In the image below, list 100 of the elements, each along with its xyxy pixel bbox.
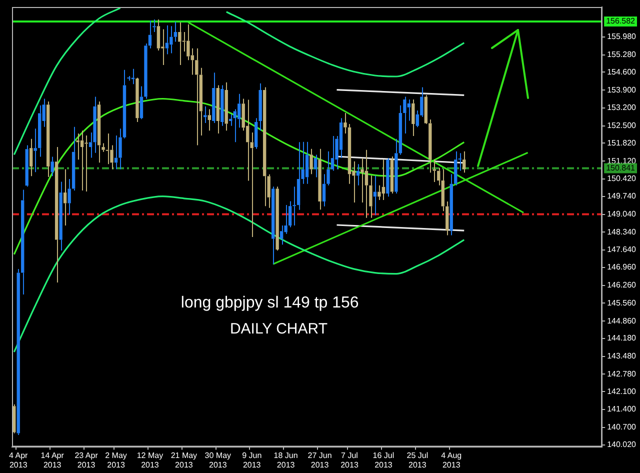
candlestick [136, 77, 139, 122]
y-tick-label: 149.740 [607, 192, 637, 201]
candlestick [271, 186, 275, 265]
candlestick [344, 112, 347, 134]
x-tick-label: 14 Apr 2013 [40, 450, 64, 470]
candlestick [165, 24, 169, 55]
candlestick [72, 126, 76, 191]
y-tick-label: 146.260 [607, 280, 637, 290]
x-tick-label: 21 May 2013 [170, 450, 198, 470]
candlestick [84, 135, 88, 192]
candlestick [220, 84, 224, 126]
annotation: long gbpjpy sl 149 tp 156 [180, 294, 359, 312]
candlestick [296, 142, 300, 210]
candlestick [462, 150, 466, 174]
y-tick-label: 142.100 [607, 386, 637, 396]
candlestick [38, 104, 42, 158]
x-tick-label: 18 Jun 2013 [274, 450, 298, 470]
y-tick-label: 151.820 [607, 138, 637, 148]
y-tick-label: 148.340 [607, 227, 637, 236]
candlestick [204, 106, 207, 124]
line-series [13, 196, 465, 353]
x-tick-label: 4 Aug 2013 [441, 450, 462, 470]
x-tick-label: 12 May 2013 [136, 450, 164, 470]
candlestick [412, 99, 415, 137]
candlestick [16, 268, 20, 436]
y-tick-label: 144.860 [607, 316, 637, 326]
candlestick [276, 186, 279, 252]
y-tick-label: 144.180 [607, 334, 637, 343]
candlestick [178, 22, 182, 66]
candlestick [59, 181, 62, 252]
y-tick-label: 153.200 [607, 103, 637, 112]
candlestick [360, 158, 364, 203]
candlestick [450, 174, 453, 236]
candlestick [386, 158, 390, 198]
x-tick-label: 16 Jul 2013 [372, 450, 394, 470]
candlestick [348, 124, 352, 184]
candlestick [21, 189, 24, 295]
candlestick [50, 156, 54, 177]
x-tick-label: 2 May 2013 [105, 450, 127, 470]
candlestick [454, 150, 458, 186]
ref-line-label: 156.582 [606, 16, 636, 26]
candlestick [46, 101, 50, 178]
line-series [13, 7, 122, 156]
candlestick [170, 26, 173, 54]
candlestick [118, 128, 122, 170]
x-tick-label: 30 May 2013 [204, 450, 232, 470]
candlestick [34, 128, 37, 173]
candlestick [378, 184, 381, 200]
candlestick [195, 48, 198, 146]
x-tick-label: 4 Apr 2013 [9, 450, 28, 470]
candlestick [318, 148, 322, 210]
candlestick [390, 156, 394, 194]
candlestick [254, 118, 258, 150]
candlestick [398, 104, 402, 156]
y-tick-label: 155.280 [607, 50, 637, 59]
candlestick [63, 168, 67, 226]
candlestick [322, 174, 326, 207]
y-tick-label: 147.640 [607, 245, 637, 254]
candlestick [216, 84, 220, 134]
candlestick [174, 21, 178, 42]
candlestick [212, 72, 216, 124]
y-tick-label: 153.900 [607, 85, 637, 94]
candlestick [369, 175, 372, 218]
candlestick [186, 24, 190, 61]
candlestick [407, 99, 411, 122]
candlestick [305, 141, 309, 184]
line-series [13, 98, 465, 256]
candlestick [30, 138, 33, 177]
ref-line-label: 150.841 [606, 163, 636, 172]
y-tick-label: 142.780 [607, 369, 637, 378]
x-tick-label: 7 Jul 2013 [340, 450, 359, 470]
candlestick [106, 132, 110, 165]
candlestick [314, 154, 318, 178]
y-tick-label: 140.020 [607, 440, 637, 449]
candlestick [262, 86, 266, 207]
candlestick [54, 146, 58, 283]
candlestick [97, 101, 101, 164]
candlestick [258, 82, 262, 132]
candlestick [80, 130, 84, 191]
y-tick-label: 154.600 [607, 67, 637, 76]
candlestick [127, 76, 130, 82]
candlestick [156, 19, 160, 51]
y-tick-label: 152.500 [607, 121, 637, 130]
candlestick [310, 148, 313, 175]
candlestick [364, 149, 368, 218]
candlestick [280, 224, 284, 246]
x-tick-label: 27 Jun 2013 [308, 450, 332, 470]
candlestick [403, 96, 406, 134]
candlestick [246, 99, 250, 182]
y-tick-label: 141.400 [607, 404, 637, 414]
y-tick-label: 149.040 [607, 209, 637, 218]
candlestick [76, 132, 80, 160]
candlestick [140, 86, 144, 120]
x-tick-label: 23 Apr 2013 [74, 450, 98, 470]
y-tick-label: 146.960 [607, 262, 637, 272]
candlestick [208, 108, 211, 132]
line-series [226, 11, 465, 78]
y-tick-label: 145.560 [607, 298, 637, 308]
candlestick [382, 159, 386, 200]
candlestick [432, 159, 436, 183]
